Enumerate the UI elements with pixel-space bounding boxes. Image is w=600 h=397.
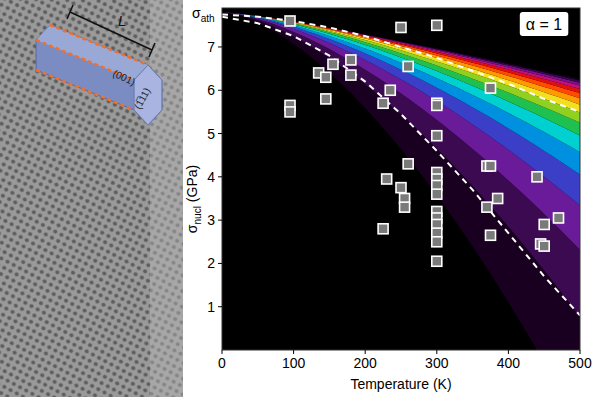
length-bar	[149, 43, 155, 57]
data-point	[382, 174, 392, 184]
x-tick	[436, 350, 437, 354]
data-point	[378, 224, 388, 234]
data-point	[378, 98, 388, 108]
y-tick-label: 2	[207, 255, 215, 271]
length-label: L	[118, 12, 126, 29]
dashed-curve	[222, 17, 580, 316]
x-tick-label: 0	[218, 355, 226, 371]
edge	[50, 25, 148, 65]
data-point	[403, 61, 413, 71]
annotation: σath	[192, 5, 215, 24]
y-tick-label: 4	[207, 169, 215, 185]
figure: L (001)(1̅11) 0 100 200 300 400 500 1 2 3 4 5 6 7 Tempe…	[0, 0, 600, 397]
density-band	[222, 12, 580, 104]
x-tick	[580, 350, 581, 354]
edge-shade	[150, 0, 183, 397]
density-band	[222, 12, 580, 205]
facet-label: (1̅11)	[132, 86, 152, 111]
data-point	[554, 213, 564, 223]
data-point	[432, 189, 442, 199]
density-band	[222, 12, 580, 135]
data-point	[432, 20, 442, 30]
y-tick	[218, 220, 222, 221]
x-tick-label: 300	[425, 355, 449, 371]
data-point	[346, 70, 356, 80]
data-point	[328, 59, 338, 69]
data-point	[432, 237, 442, 247]
density-band	[222, 12, 580, 350]
y-tick	[218, 133, 222, 134]
density-band	[222, 12, 580, 112]
y-tick-label: 7	[207, 39, 215, 55]
x-tick	[222, 350, 223, 354]
data-point	[532, 172, 542, 182]
density-band	[222, 12, 580, 174]
data-point	[385, 85, 395, 95]
x-tick-label: 400	[497, 355, 521, 371]
y-tick-label: 6	[207, 82, 215, 98]
data-point	[486, 83, 496, 93]
data-point	[486, 230, 496, 240]
data-point	[400, 202, 410, 212]
density-band	[222, 12, 580, 152]
density-band	[222, 12, 580, 85]
data-point	[403, 159, 413, 169]
y-tick	[218, 90, 222, 91]
data-point	[482, 202, 492, 212]
plot-content	[222, 12, 580, 350]
data-point	[486, 161, 496, 171]
y-tick	[218, 263, 222, 264]
density-band	[222, 12, 580, 98]
y-tick	[218, 176, 222, 177]
tem-image	[0, 0, 183, 397]
density-band	[222, 12, 580, 80]
y-tick-label: 3	[207, 212, 215, 228]
data-point	[285, 107, 295, 117]
data-point	[396, 22, 406, 32]
data-point	[493, 193, 503, 203]
x-tick	[293, 350, 294, 354]
annotation: α = 1	[526, 16, 562, 33]
data-point	[432, 100, 442, 110]
data-point	[285, 16, 295, 26]
data-point	[432, 256, 442, 266]
length-bar	[67, 5, 73, 19]
data-point	[396, 183, 406, 193]
annotation-box	[520, 12, 568, 36]
y-axis-title: σnucl (GPa)	[184, 165, 203, 233]
data-point	[432, 131, 442, 141]
data-point	[539, 219, 549, 229]
x-tick	[365, 350, 366, 354]
y-tick-label: 1	[207, 299, 215, 315]
data-point	[321, 94, 331, 104]
facet-label: (001)	[111, 68, 137, 88]
y-tick-label: 5	[207, 126, 215, 142]
length-bar	[70, 12, 152, 50]
density-band	[222, 12, 580, 82]
x-tick-label: 500	[568, 355, 592, 371]
density-band	[222, 12, 580, 89]
plot-frame	[222, 8, 580, 350]
x-tick-label: 100	[282, 355, 306, 371]
x-axis-title: Temperature (K)	[350, 376, 451, 392]
x-tick-label: 200	[354, 355, 378, 371]
prism-body	[36, 25, 162, 125]
y-tick	[218, 306, 222, 307]
prism-face	[36, 25, 148, 80]
density-band	[222, 12, 580, 250]
data-point	[321, 72, 331, 82]
data-point	[346, 55, 356, 65]
y-tick	[218, 46, 222, 47]
density-band	[222, 12, 580, 317]
x-tick	[508, 350, 509, 354]
data-point	[539, 241, 549, 251]
density-band	[222, 12, 580, 93]
